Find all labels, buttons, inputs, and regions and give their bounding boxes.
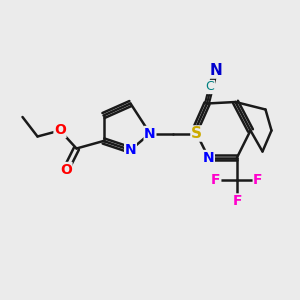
Text: C: C bbox=[206, 80, 214, 94]
Text: S: S bbox=[191, 126, 202, 141]
Text: F: F bbox=[232, 194, 242, 208]
Text: N: N bbox=[209, 63, 222, 78]
Text: N: N bbox=[125, 143, 136, 157]
Text: N: N bbox=[203, 151, 214, 164]
Text: F: F bbox=[211, 173, 221, 187]
Text: F: F bbox=[253, 173, 263, 187]
Text: O: O bbox=[54, 124, 66, 137]
Text: N: N bbox=[144, 127, 156, 140]
Text: O: O bbox=[60, 163, 72, 176]
